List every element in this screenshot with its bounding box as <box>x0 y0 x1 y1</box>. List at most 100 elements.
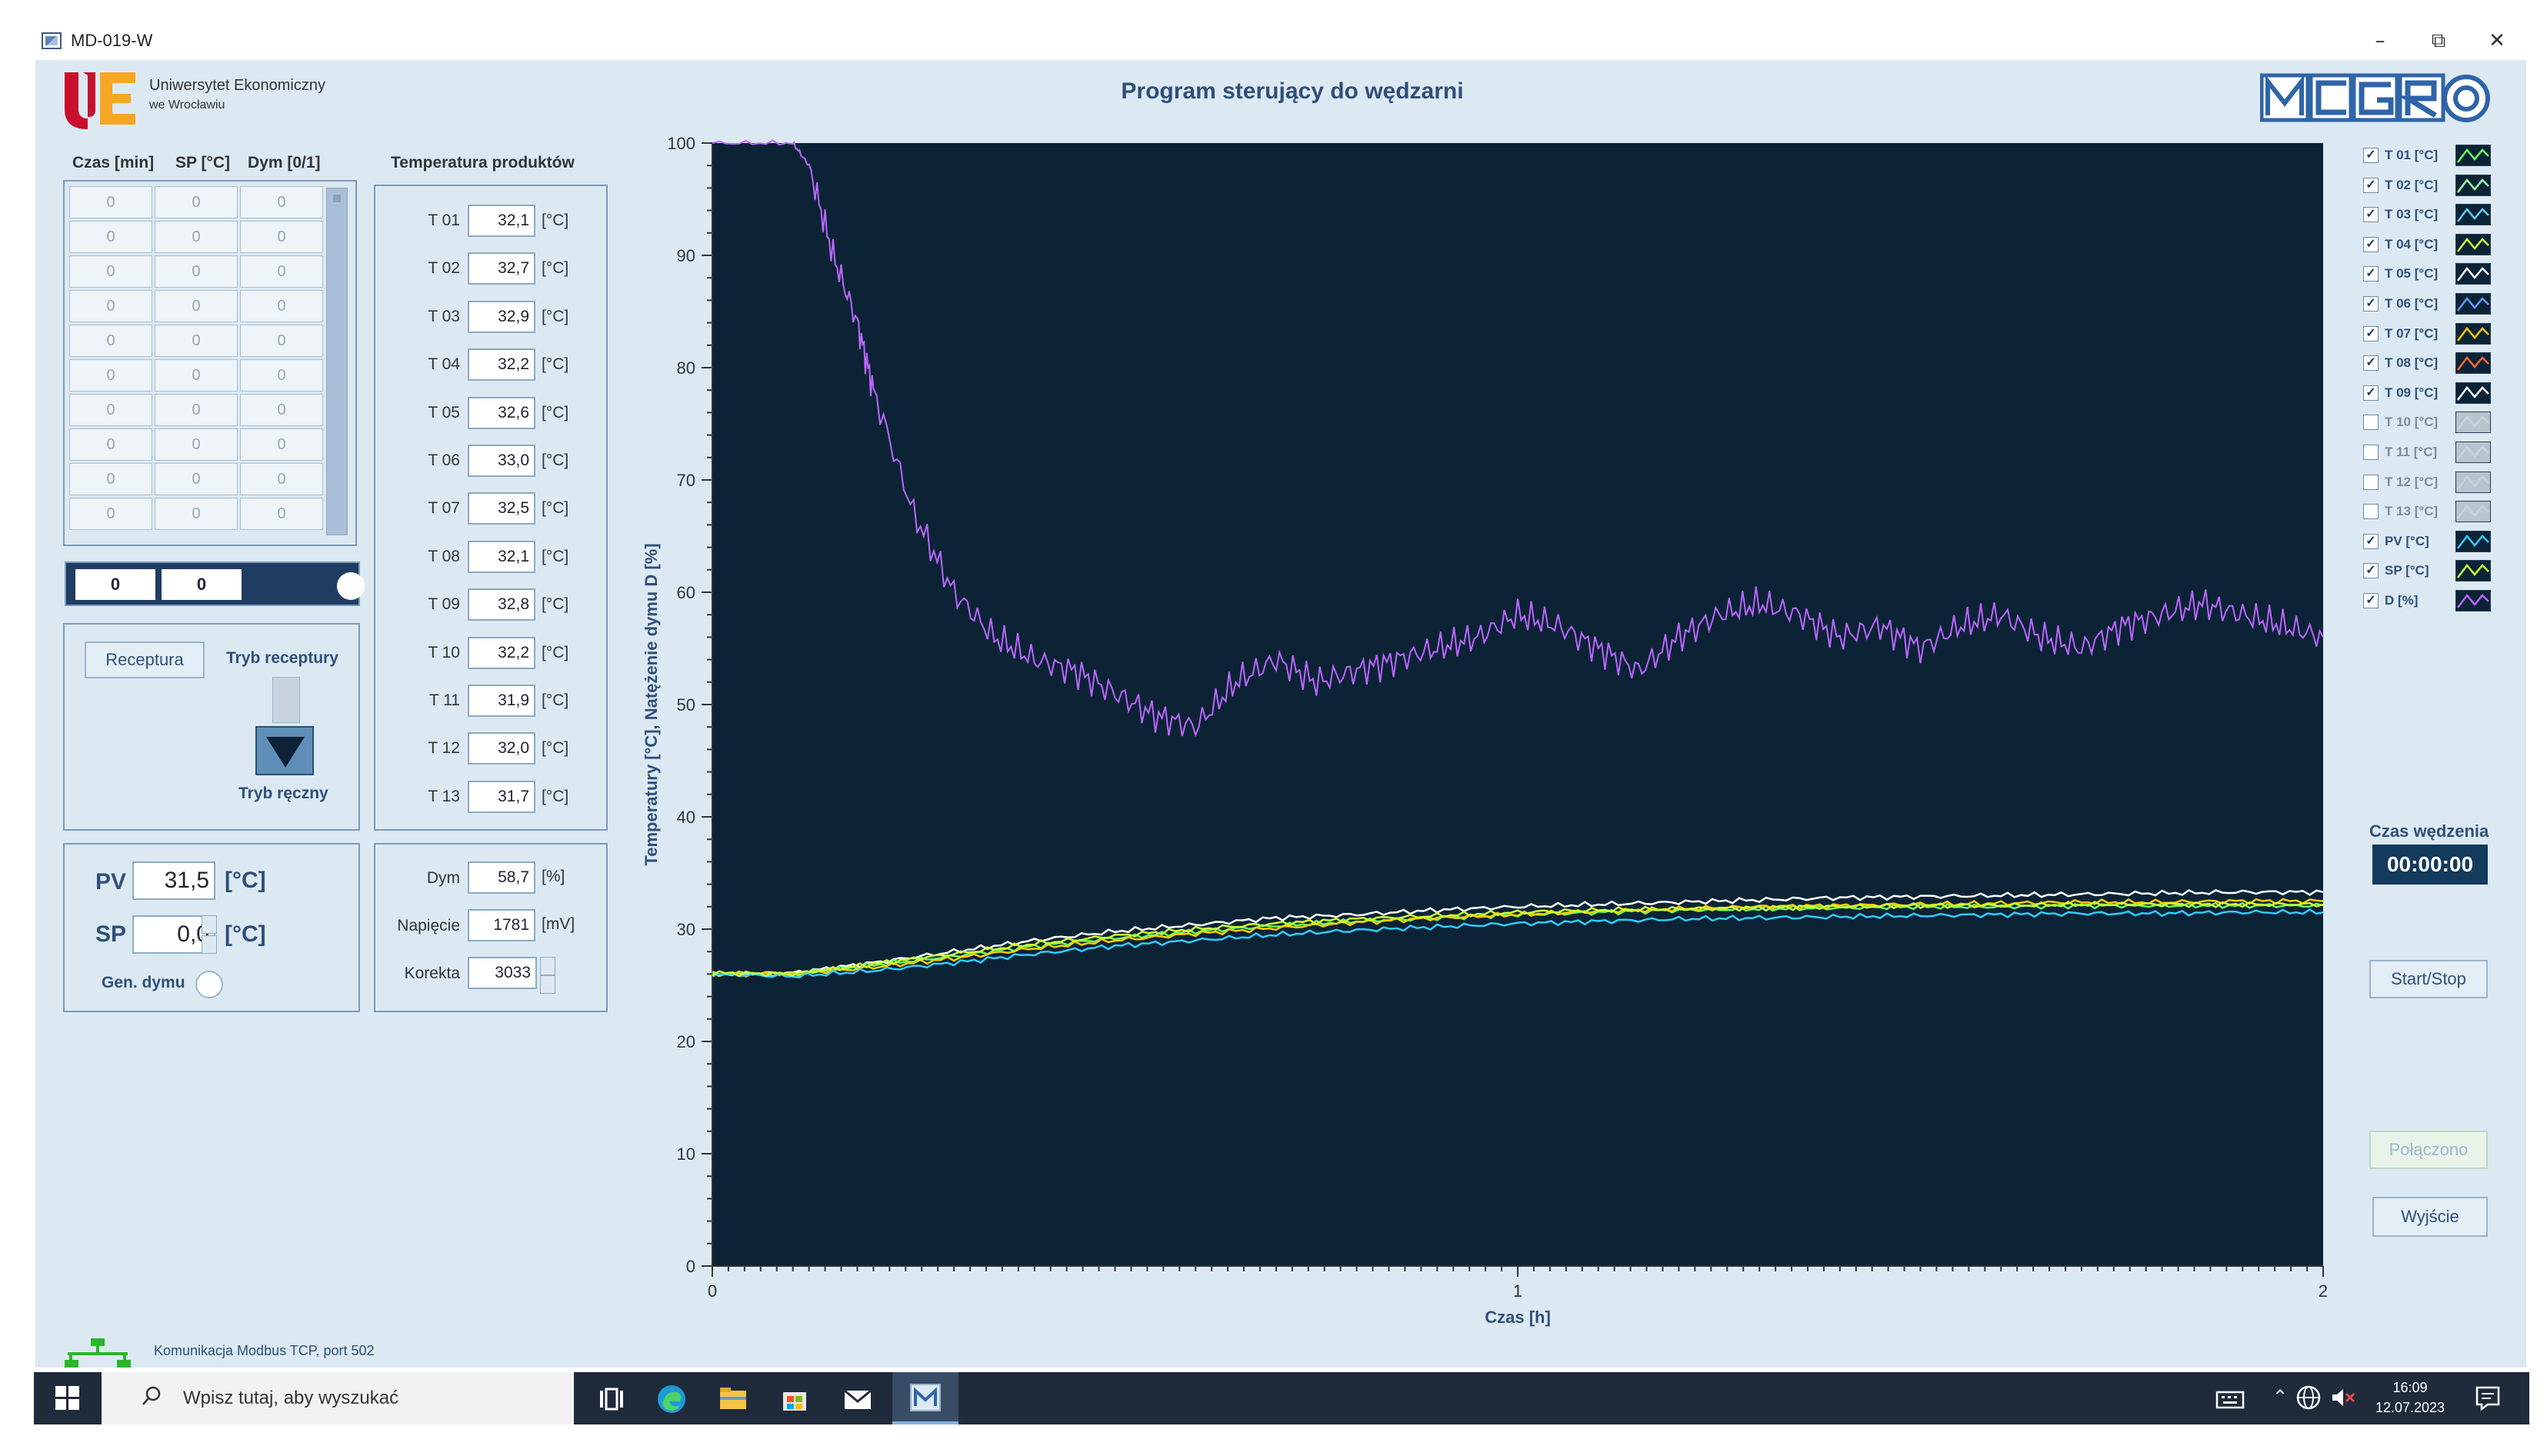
correction-increment-button[interactable] <box>540 957 555 975</box>
recipe-cell[interactable]: 0 <box>155 463 238 495</box>
sp-decrement-button[interactable] <box>202 935 217 954</box>
legend-item[interactable]: ✓ T 01 [°C] <box>2363 143 2494 169</box>
recipe-cell[interactable]: 0 <box>69 290 152 322</box>
legend-checkbox[interactable]: ✓ <box>2363 355 2379 371</box>
notifications-icon[interactable] <box>2474 1384 2502 1412</box>
legend-checkbox[interactable]: ✓ <box>2363 148 2379 163</box>
recipe-cell[interactable]: 0 <box>240 359 323 391</box>
legend-item[interactable]: ✓ T 02 [°C] <box>2363 173 2494 199</box>
recipe-cell[interactable]: 0 <box>240 498 323 530</box>
recipe-cell[interactable]: 0 <box>155 359 238 391</box>
legend-item[interactable]: T 12 [°C] <box>2363 470 2494 496</box>
legend-item[interactable]: ✓ T 07 [°C] <box>2363 322 2494 348</box>
close-button[interactable]: ✕ <box>2489 29 2505 52</box>
recipe-cell[interactable]: 0 <box>69 498 152 530</box>
recipe-cell[interactable]: 0 <box>155 498 238 530</box>
legend-item[interactable]: ✓ D [%] <box>2363 588 2494 615</box>
correction-label: Korekta <box>404 965 460 982</box>
legend-checkbox[interactable]: ✓ <box>2363 325 2379 342</box>
recipe-cell[interactable]: 0 <box>240 221 323 253</box>
legend-checkbox[interactable]: ✓ <box>2363 236 2379 252</box>
legend-checkbox[interactable]: ✓ <box>2363 207 2379 223</box>
recipe-scrollbar[interactable] <box>326 188 348 535</box>
legend-checkbox[interactable]: ✓ <box>2363 296 2379 312</box>
recipe-cell[interactable]: 0 <box>69 428 152 461</box>
recipe-cell[interactable]: 0 <box>240 463 323 495</box>
legend-item[interactable]: ✓ T 03 [°C] <box>2363 202 2494 228</box>
recipe-cell[interactable]: 0 <box>155 255 238 288</box>
exit-button[interactable]: Wyjście <box>2372 1197 2488 1237</box>
windows-start-icon[interactable] <box>55 1386 80 1411</box>
legend-item[interactable]: ✓ T 06 [°C] <box>2363 292 2494 318</box>
legend-item[interactable]: ✓ T 08 [°C] <box>2363 351 2494 377</box>
correction-input[interactable]: 3033 <box>468 957 537 989</box>
minimize-button[interactable]: – <box>2375 29 2385 52</box>
product-temp-value: 32,2 <box>468 348 535 381</box>
search-placeholder: Wpisz tutaj, aby wyszukać <box>183 1388 399 1408</box>
legend-checkbox[interactable]: ✓ <box>2363 266 2379 282</box>
recipe-cell[interactable]: 0 <box>155 186 238 218</box>
mode-switch-arrow-icon[interactable] <box>255 726 314 775</box>
task-view-icon[interactable] <box>594 1383 626 1415</box>
legend-item[interactable]: ✓ PV [°C] <box>2363 529 2494 555</box>
keyboard-icon[interactable] <box>2214 1383 2246 1415</box>
recipe-cell[interactable]: 0 <box>155 290 238 322</box>
legend-checkbox[interactable] <box>2363 445 2379 460</box>
recipe-cell[interactable]: 0 <box>155 394 238 426</box>
clock-time[interactable]: 16:09 <box>2392 1380 2428 1395</box>
recipe-cell[interactable]: 0 <box>69 325 152 357</box>
speaker-muted-icon[interactable] <box>2329 1384 2355 1411</box>
recipe-cell[interactable]: 0 <box>240 290 323 322</box>
legend-item[interactable]: T 10 [°C] <box>2363 410 2494 436</box>
legend-checkbox[interactable]: ✓ <box>2363 533 2379 549</box>
legend-checkbox[interactable] <box>2363 474 2379 490</box>
recipe-button[interactable]: Receptura <box>85 641 205 678</box>
product-temp-label: T 02 <box>428 259 460 278</box>
recipe-cell[interactable]: 0 <box>69 359 152 391</box>
recipe-cell[interactable]: 0 <box>69 221 152 253</box>
tray-expand-icon[interactable]: ⌃ <box>2272 1387 2289 1408</box>
y-tick-label: 80 <box>677 358 695 378</box>
file-explorer-icon[interactable] <box>717 1383 749 1415</box>
recipe-cell[interactable]: 0 <box>155 325 238 357</box>
active-app-taskbar-button[interactable] <box>892 1372 958 1424</box>
store-icon[interactable] <box>778 1383 811 1415</box>
macro-logo <box>2260 73 2490 122</box>
legend-checkbox[interactable] <box>2363 415 2379 431</box>
recipe-cell[interactable]: 0 <box>240 186 323 218</box>
correction-decrement-button[interactable] <box>540 975 555 994</box>
recipe-cell[interactable]: 0 <box>69 394 152 426</box>
globe-icon[interactable] <box>2295 1384 2322 1411</box>
clock-date[interactable]: 12.07.2023 <box>2375 1400 2445 1415</box>
legend-item[interactable]: ✓ T 04 [°C] <box>2363 232 2494 258</box>
recipe-cell[interactable]: 0 <box>69 463 152 495</box>
sp-increment-button[interactable] <box>202 915 217 934</box>
taskbar-search-input[interactable]: Wpisz tutaj, aby wyszukać <box>102 1372 574 1424</box>
legend-item[interactable]: T 11 [°C] <box>2363 440 2494 466</box>
recipe-cell[interactable]: 0 <box>240 394 323 426</box>
legend-item[interactable]: ✓ T 09 [°C] <box>2363 381 2494 407</box>
legend-item[interactable]: ✓ T 05 [°C] <box>2363 262 2494 288</box>
legend-checkbox[interactable]: ✓ <box>2363 177 2379 193</box>
recipe-cell[interactable]: 0 <box>155 221 238 253</box>
smoke-generator-led[interactable] <box>195 971 223 998</box>
legend-checkbox[interactable]: ✓ <box>2363 593 2379 608</box>
recipe-cell[interactable]: 0 <box>69 186 152 218</box>
smoking-time-value: 00:00:00 <box>2372 845 2488 885</box>
recipe-cell[interactable]: 0 <box>69 255 152 288</box>
mode-switch-track[interactable] <box>272 677 300 723</box>
legend-checkbox[interactable]: ✓ <box>2363 385 2379 401</box>
edge-browser-icon[interactable] <box>655 1383 688 1415</box>
legend-item[interactable]: ✓ SP [°C] <box>2363 558 2494 585</box>
legend-checkbox[interactable] <box>2363 504 2379 520</box>
start-stop-button[interactable]: Start/Stop <box>2369 960 2488 998</box>
legend-checkbox[interactable]: ✓ <box>2363 563 2379 579</box>
recipe-cell[interactable]: 0 <box>155 428 238 461</box>
recipe-cell[interactable]: 0 <box>240 325 323 357</box>
recipe-cell[interactable]: 0 <box>240 428 323 461</box>
legend-label: T 10 [°C] <box>2385 415 2439 430</box>
legend-item[interactable]: T 13 [°C] <box>2363 499 2494 525</box>
mail-icon[interactable] <box>842 1383 874 1415</box>
recipe-cell[interactable]: 0 <box>240 255 323 288</box>
restore-button[interactable]: ⧉ <box>2431 29 2446 52</box>
